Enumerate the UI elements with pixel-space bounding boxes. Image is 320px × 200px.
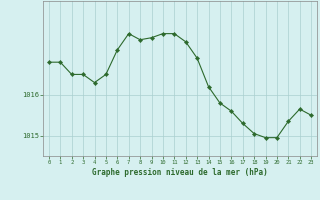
X-axis label: Graphe pression niveau de la mer (hPa): Graphe pression niveau de la mer (hPa) [92,168,268,177]
